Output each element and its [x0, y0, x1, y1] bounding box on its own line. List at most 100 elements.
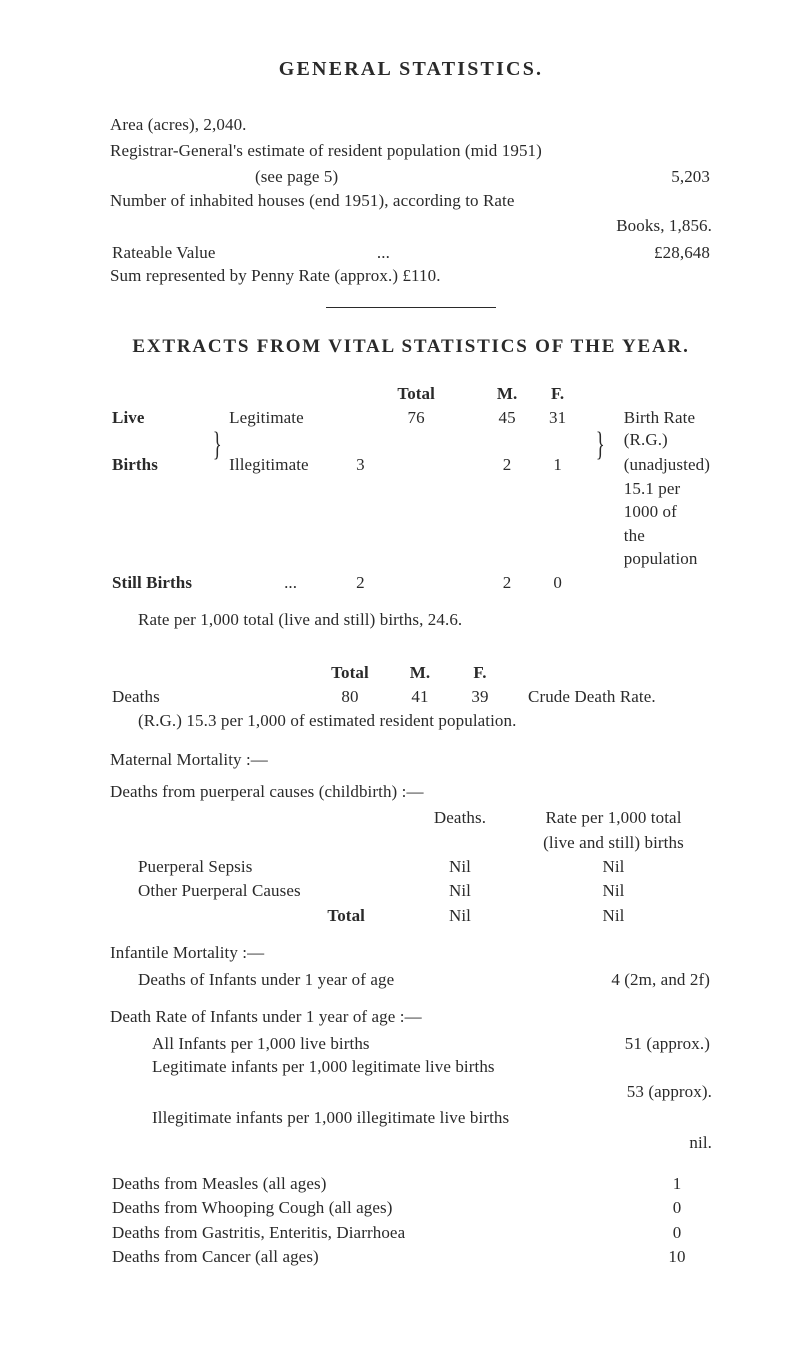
table-row: Live } Legitimate 76 45 31 } Birth Rate …: [110, 406, 712, 453]
cell: 2: [354, 571, 478, 595]
registrar-line-1: Registrar-General's estimate of resident…: [110, 140, 712, 162]
measles-label: Deaths from Measles (all ages): [110, 1172, 642, 1196]
per-1000-note: 15.1 per 1000 of: [622, 477, 712, 524]
dr3-left: Illegitimate infants per 1,000 illegitim…: [110, 1107, 712, 1129]
cell: 1: [536, 453, 579, 477]
maternal-heading: Maternal Mortality :—: [110, 749, 712, 771]
cell: Nil: [515, 855, 712, 879]
brace-icon: }: [596, 438, 605, 452]
houses-line-1: Number of inhabited houses (end 1951), a…: [110, 190, 712, 212]
table-row: Deaths from Gastritis, Enteritis, Diarrh…: [110, 1221, 712, 1245]
cell: 1: [642, 1172, 712, 1196]
sum-line: Sum represented by Penny Rate (approx.) …: [110, 265, 712, 287]
deaths-label: Deaths: [110, 685, 310, 709]
crude-rate-note: Crude Death Rate.: [510, 685, 712, 709]
cell: 2: [478, 571, 536, 595]
infantile-heading: Infantile Mortality :—: [110, 942, 712, 964]
col-f: F.: [536, 382, 579, 406]
deaths-col-hdr: Deaths.: [405, 806, 515, 830]
rateable-dots: ...: [375, 241, 447, 265]
cell: 45: [478, 406, 536, 453]
area-line: Area (acres), 2,040.: [110, 114, 712, 136]
table-row: Still Births ... 2 2 0: [110, 571, 712, 595]
rateable-row: Rateable Value ... £28,648: [110, 241, 712, 265]
rate-col-hdr-1: Rate per 1,000 total: [515, 806, 712, 830]
table-header-row: Total M. F.: [110, 661, 712, 685]
cell: 0: [536, 571, 579, 595]
houses-line-2: Books, 1,856.: [110, 215, 712, 237]
cell: 3: [354, 453, 478, 477]
whooping-label: Deaths from Whooping Cough (all ages): [110, 1196, 642, 1220]
still-births-label: Still Births: [110, 571, 227, 595]
illegit-label: Illegitimate: [227, 453, 354, 477]
extracts-table: Total M. F. Live } Legitimate 76 45 31 }…: [110, 382, 712, 596]
cell: 2: [478, 453, 536, 477]
dr2-left: Legitimate infants per 1,000 legitimate …: [110, 1056, 712, 1078]
see-page: (see page 5): [110, 165, 483, 189]
death-rate-heading: Death Rate of Infants under 1 year of ag…: [110, 1006, 712, 1028]
section-title: EXTRACTS FROM VITAL STATISTICS OF THE YE…: [110, 334, 712, 359]
col-m: M.: [478, 382, 536, 406]
table-row: Deaths from Measles (all ages) 1: [110, 1172, 712, 1196]
table-row: Births Illegitimate 3 2 1 (unadjusted): [110, 453, 712, 477]
table-row: Other Puerperal Causes Nil Nil: [110, 879, 712, 903]
birth-rate-note: Birth Rate (R.G.): [622, 406, 712, 453]
rg-line: (R.G.) 15.3 per 1,000 of estimated resid…: [110, 710, 712, 732]
dots: ...: [227, 571, 354, 595]
registrar-line-2: (see page 5) 5,203: [110, 165, 712, 189]
col-total: Total: [310, 661, 390, 685]
cell: 10: [642, 1245, 712, 1269]
divider: [326, 307, 496, 308]
table-row: (live and still) births: [110, 831, 712, 855]
dr2-right: 53 (approx).: [110, 1081, 712, 1103]
cell: Nil: [405, 904, 515, 928]
cell: 31: [536, 406, 579, 453]
table-row: Deaths 80 41 39 Crude Death Rate.: [110, 685, 712, 709]
table-row: 15.1 per 1000 of: [110, 477, 712, 524]
rateable-label: Rateable Value: [110, 241, 375, 265]
cell: 0: [642, 1196, 712, 1220]
cell: Nil: [405, 879, 515, 903]
total-label: Total: [110, 904, 405, 928]
table-row: Deaths. Rate per 1,000 total: [110, 806, 712, 830]
table-row: Puerperal Sepsis Nil Nil: [110, 855, 712, 879]
infantile-right: 4 (2m, and 2f): [507, 968, 712, 992]
cell: Nil: [405, 855, 515, 879]
sepsis-label: Puerperal Sepsis: [110, 855, 405, 879]
legit-label: Legitimate: [227, 406, 354, 453]
cancer-label: Deaths from Cancer (all ages): [110, 1245, 642, 1269]
infantile-left: Deaths of Infants under 1 year of age: [110, 968, 507, 992]
gastritis-label: Deaths from Gastritis, Enteritis, Diarrh…: [110, 1221, 642, 1245]
pop-value: 5,203: [483, 165, 712, 189]
cell: 80: [310, 685, 390, 709]
infantile-row: Deaths of Infants under 1 year of age 4 …: [110, 968, 712, 992]
cell: 41: [390, 685, 450, 709]
col-f: F.: [450, 661, 510, 685]
dr1-right: 51 (approx.): [507, 1032, 712, 1056]
population-note: the population: [622, 524, 712, 571]
puerperal-table: Deaths. Rate per 1,000 total (live and s…: [110, 806, 712, 928]
births-label: Births: [110, 453, 207, 477]
table-row: Total Nil Nil: [110, 904, 712, 928]
table-header-row: Total M. F.: [110, 382, 712, 406]
rate-col-hdr-2: (live and still) births: [515, 831, 712, 855]
deaths-from-table: Deaths from Measles (all ages) 1 Deaths …: [110, 1172, 712, 1270]
col-m: M.: [390, 661, 450, 685]
unadjusted-note: (unadjusted): [622, 453, 712, 477]
cell: 76: [354, 406, 478, 453]
cell: Nil: [515, 904, 712, 928]
table-row: the population: [110, 524, 712, 571]
brace-icon: }: [212, 438, 221, 452]
dr3-right: nil.: [110, 1132, 712, 1154]
cell: 39: [450, 685, 510, 709]
page-title: GENERAL STATISTICS.: [110, 56, 712, 82]
deaths-table: Total M. F. Deaths 80 41 39 Crude Death …: [110, 661, 712, 710]
cell: Nil: [515, 879, 712, 903]
cell: 0: [642, 1221, 712, 1245]
col-total: Total: [354, 382, 478, 406]
rateable-value: £28,648: [447, 241, 712, 265]
death-rate-row-1: All Infants per 1,000 live births 51 (ap…: [110, 1032, 712, 1056]
puerperal-intro: Deaths from puerperal causes (childbirth…: [110, 781, 712, 803]
table-row: Deaths from Cancer (all ages) 10: [110, 1245, 712, 1269]
live-label: Live: [110, 406, 207, 453]
